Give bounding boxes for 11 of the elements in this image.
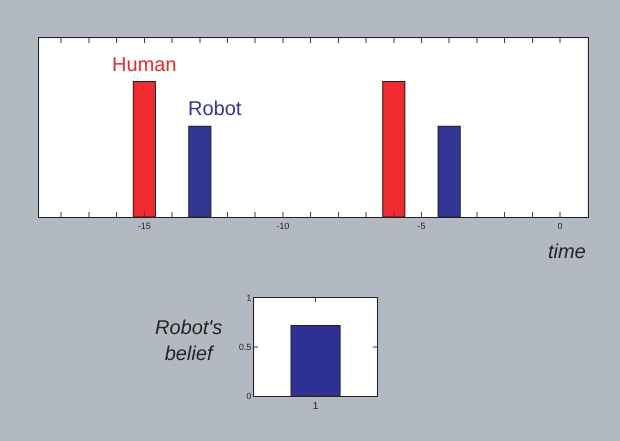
y-tick-label: 0 [246, 391, 252, 402]
y-axis-title: Robot's belief [155, 317, 222, 365]
y-tick-label: 1 [246, 293, 252, 304]
series-label: Human [112, 54, 176, 76]
y-tick-label: 0.5 [238, 342, 252, 352]
x-tick-label: -10 [276, 220, 290, 231]
x-tick-label: -15 [138, 220, 151, 231]
x-axis-title: time [548, 241, 586, 263]
x-tick-label: -5 [417, 220, 426, 231]
series-label: Robot [188, 98, 242, 120]
x-tick-label: 0 [558, 220, 563, 231]
